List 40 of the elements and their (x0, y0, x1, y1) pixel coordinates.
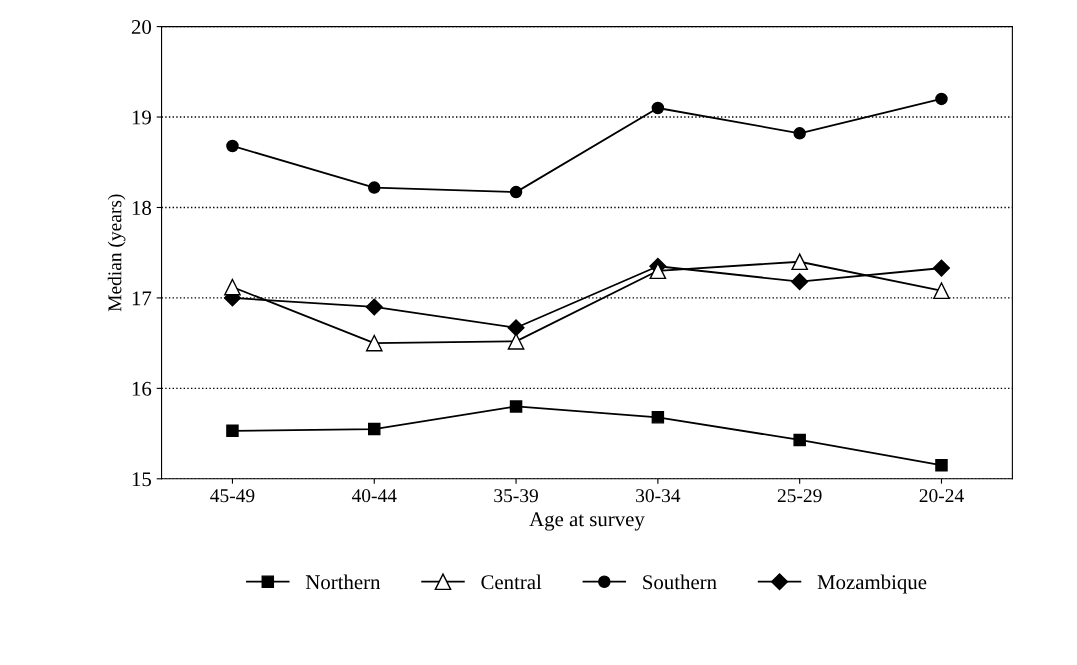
x-tick-label: 30-34 (636, 489, 681, 503)
y-tick-label: 18 (132, 200, 152, 215)
point (368, 181, 381, 194)
point (365, 298, 383, 316)
point (793, 433, 806, 447)
y-axis-title: Median (years) (107, 194, 126, 312)
legend-label: Southern (643, 574, 717, 590)
point (651, 101, 665, 115)
point (224, 278, 241, 296)
point (933, 282, 950, 300)
legend-label: Northern (305, 574, 381, 590)
x-tick-label: 25-29 (777, 489, 822, 503)
x-tick-label: 20-24 (919, 489, 964, 503)
point (507, 332, 525, 350)
legend-label: Mozambique (817, 574, 927, 594)
point (793, 127, 806, 140)
point (649, 262, 667, 280)
y-tick-label: 17 (132, 291, 152, 306)
point (651, 411, 665, 424)
point (365, 334, 383, 352)
y-tick-label: 19 (132, 110, 151, 125)
point (509, 185, 523, 199)
y-tick-label: 20 (131, 19, 152, 35)
point (935, 458, 948, 472)
y-tick-label: 15 (132, 472, 152, 487)
x-tick-label: 40-44 (351, 489, 397, 503)
y-tick-label: 16 (132, 381, 152, 396)
point (507, 319, 525, 337)
point (226, 139, 239, 153)
point (509, 400, 523, 413)
point (791, 273, 809, 291)
x-tick-label: 45-49 (210, 489, 255, 503)
point (935, 92, 948, 106)
point (368, 422, 381, 436)
x-axis-title: Age at survey (529, 512, 645, 531)
point (226, 424, 239, 438)
point (932, 259, 951, 277)
legend-label: Central (481, 574, 542, 590)
x-tick-label: 35-39 (494, 489, 538, 503)
point (791, 253, 809, 271)
